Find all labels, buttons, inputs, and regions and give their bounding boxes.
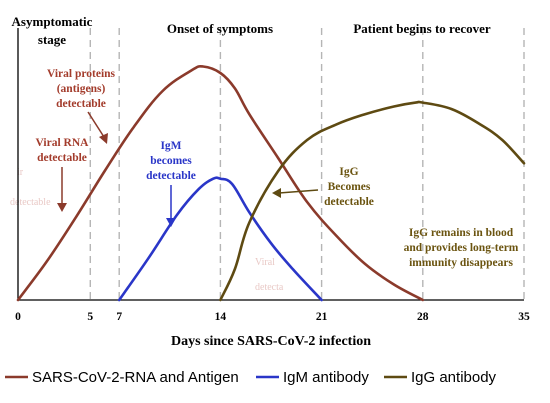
- annotation-viral-rna: Viral RNA detectable: [36, 137, 90, 212]
- legend: SARS-CoV-2-RNA and Antigen IgM antibody …: [5, 369, 497, 386]
- arrowhead-igm: [166, 218, 176, 227]
- annotation-viral-rna-line2: detectable: [37, 152, 87, 164]
- x-tick-labels: 0 5 7 14 21 28 35: [15, 311, 530, 323]
- annotation-igg-line1: IgG: [339, 166, 358, 178]
- svg-text:ir: ir: [17, 167, 24, 178]
- x-tick-label-21: 21: [316, 311, 328, 323]
- x-tick-label-14: 14: [215, 311, 227, 323]
- annotation-igg-remains: IgG remains in blood and provides long-t…: [404, 227, 519, 269]
- svg-text:detecta: detecta: [255, 282, 284, 293]
- annotation-igg: IgG Becomes detectable: [272, 166, 374, 208]
- arrowhead-viral-proteins: [99, 133, 108, 144]
- x-tick-label-7: 7: [116, 311, 122, 323]
- arrowhead-viral-rna: [57, 203, 67, 212]
- x-tick-label-35: 35: [518, 311, 530, 323]
- x-tick-label-28: 28: [417, 311, 429, 323]
- arrow-igg: [278, 189, 319, 194]
- series-line-igm-antibody: [117, 176, 323, 302]
- legend-label-igm: IgM antibody: [283, 369, 369, 386]
- arrowhead-igg: [272, 188, 281, 198]
- annotation-viral-proteins-line1: Viral proteins: [47, 68, 116, 80]
- annotation-igg-line2: Becomes: [328, 181, 371, 193]
- arrow-viral-proteins: [87, 111, 105, 138]
- annotation-igm: IgM becomes detectable: [146, 140, 196, 227]
- annotation-igm-line1: IgM: [160, 140, 181, 152]
- series-lines: [16, 64, 526, 302]
- annotation-igg-line3: detectable: [324, 196, 374, 208]
- legend-label-igg: IgG antibody: [411, 369, 497, 386]
- svg-text:detectable: detectable: [10, 197, 51, 208]
- annotation-igg-remains-line2: and provides long-term: [404, 242, 519, 254]
- annotation-igm-line2: becomes: [150, 155, 192, 167]
- annotation-viral-proteins-line2: (antigens): [57, 83, 106, 95]
- annotation-viral-rna-line1: Viral RNA: [36, 137, 90, 149]
- x-axis-label: Days since SARS-CoV-2 infection: [171, 334, 371, 349]
- phase-label-recover: Patient begins to recover: [353, 21, 491, 36]
- svg-text:Viral: Viral: [255, 257, 275, 268]
- phase-label-onset: Onset of symptoms: [167, 21, 273, 36]
- series-line-sars-cov-2-rna-and-antigen: [16, 64, 425, 302]
- x-tick-label-0: 0: [15, 311, 21, 323]
- annotation-viral-proteins: Viral proteins (antigens) detectable: [47, 68, 116, 144]
- annotation-igg-remains-line3: immunity disappears: [409, 257, 513, 269]
- annotation-igm-line3: detectable: [146, 170, 196, 182]
- phase-label-asymptomatic-1: Asymptomatic: [12, 14, 93, 29]
- series-line-igg-antibody: [219, 100, 526, 302]
- watermark-text: ir detectable Viral detecta: [10, 167, 284, 293]
- x-tick-label-5: 5: [87, 311, 93, 323]
- phase-label-asymptomatic-2: stage: [38, 32, 66, 47]
- annotation-igg-remains-line1: IgG remains in blood: [409, 227, 514, 239]
- legend-label-rna: SARS-CoV-2-RNA and Antigen: [32, 369, 239, 386]
- annotation-viral-proteins-line3: detectable: [56, 98, 106, 110]
